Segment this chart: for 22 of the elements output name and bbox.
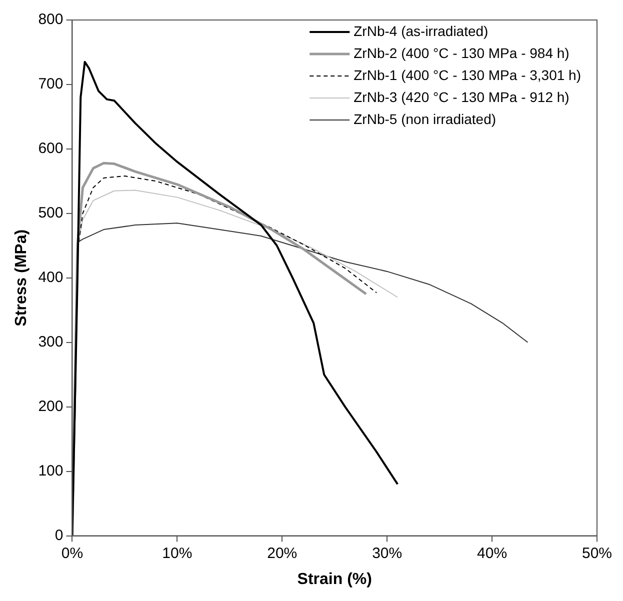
legend-label: ZrNb-5 (non irradiated) (354, 110, 496, 127)
y-tick-label: 800 (38, 11, 64, 28)
y-tick-label: 300 (38, 334, 64, 351)
y-tick-label: 400 (38, 269, 64, 286)
y-tick-label: 100 (38, 462, 64, 480)
x-tick-label: 50% (582, 544, 612, 562)
y-tick-label: 500 (38, 204, 64, 222)
y-tick-label: 200 (38, 398, 64, 415)
x-tick-label: 40% (477, 544, 508, 562)
y-axis-title: Stress (MPa) (13, 229, 30, 326)
legend-label: ZrNb-4 (as-irradiated) (354, 22, 488, 39)
y-tick-label: 600 (38, 140, 64, 158)
legend-label: ZrNb-2 (400 °C - 130 MPa - 984 h) (354, 44, 570, 61)
x-tick-label: 20% (267, 544, 298, 562)
x-tick-label: 10% (162, 544, 192, 562)
legend-label: ZrNb-1 (400 °C - 130 MPa - 3,301 h) (354, 66, 581, 83)
x-tick-label: 30% (372, 544, 402, 562)
y-tick-label: 700 (38, 76, 64, 93)
x-axis-title: Strain (%) (297, 570, 372, 588)
y-tick-label: 0 (54, 526, 64, 544)
legend-label: ZrNb-3 (420 °C - 130 MPa - 912 h) (354, 88, 570, 105)
x-tick-label: 0% (61, 544, 84, 562)
